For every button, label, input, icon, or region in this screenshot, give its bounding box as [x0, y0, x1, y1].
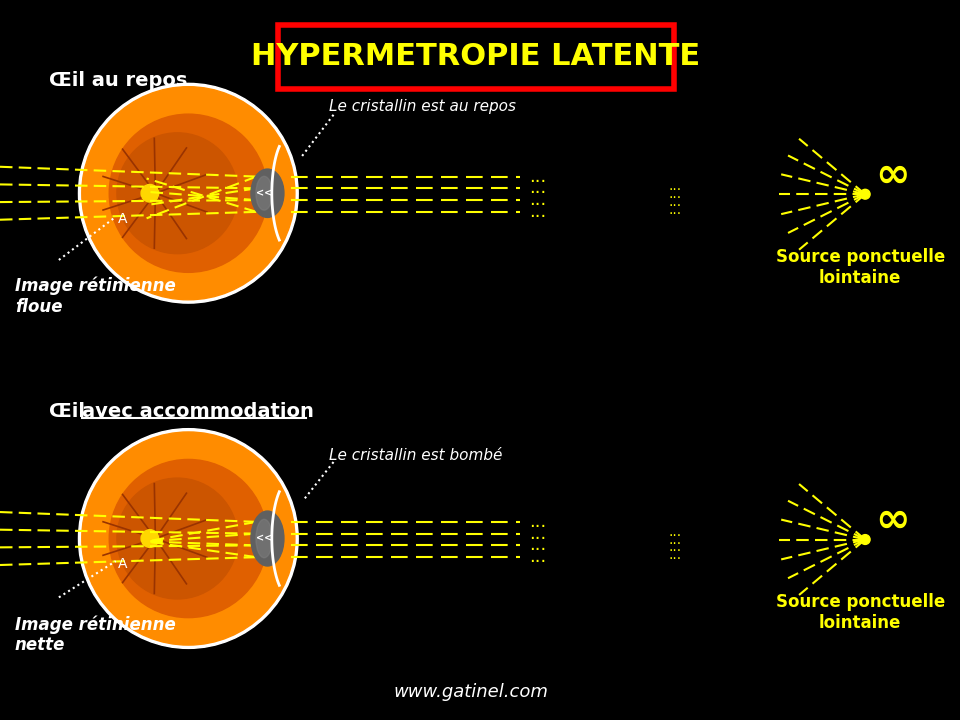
Circle shape [82, 432, 295, 645]
Text: Source ponctuelle
lointaine: Source ponctuelle lointaine [776, 248, 945, 287]
Text: HYPERMETROPIE LATENTE: HYPERMETROPIE LATENTE [252, 42, 700, 71]
Circle shape [82, 86, 295, 300]
Text: ...: ... [529, 513, 546, 531]
Text: <<: << [256, 188, 273, 198]
Ellipse shape [251, 511, 284, 566]
Text: Image rétinienne
nette: Image rétinienne nette [14, 615, 176, 654]
Text: ...: ... [668, 540, 682, 554]
Text: ...: ... [529, 525, 546, 543]
Text: Œil au repos: Œil au repos [49, 71, 187, 90]
Circle shape [141, 530, 158, 547]
Ellipse shape [256, 519, 273, 558]
Ellipse shape [251, 169, 284, 217]
Text: A: A [118, 212, 128, 226]
Text: ...: ... [529, 548, 546, 566]
Circle shape [79, 428, 299, 649]
Text: ...: ... [529, 179, 546, 197]
Text: ∞: ∞ [876, 153, 910, 196]
Text: Le cristallin est au repos: Le cristallin est au repos [328, 99, 516, 114]
Text: Image rétinienne
floue: Image rétinienne floue [14, 276, 176, 316]
Circle shape [117, 478, 238, 599]
Circle shape [109, 114, 268, 272]
FancyBboxPatch shape [277, 24, 674, 89]
Text: www.gatinel.com: www.gatinel.com [394, 683, 548, 701]
Circle shape [141, 184, 158, 202]
Text: ∞: ∞ [876, 499, 910, 541]
Text: ...: ... [668, 533, 682, 546]
Text: ...: ... [668, 203, 682, 217]
Text: ...: ... [529, 536, 546, 554]
Text: ...: ... [529, 168, 546, 186]
Text: avec accommodation: avec accommodation [83, 402, 314, 420]
Text: ...: ... [668, 525, 682, 539]
Text: A: A [118, 557, 128, 571]
Text: ...: ... [529, 191, 546, 209]
Circle shape [109, 459, 268, 618]
Circle shape [79, 84, 299, 303]
Circle shape [117, 132, 238, 253]
Text: <<: << [256, 534, 273, 544]
Text: ...: ... [668, 179, 682, 194]
Ellipse shape [256, 176, 273, 210]
Text: Source ponctuelle
lointaine: Source ponctuelle lointaine [776, 593, 945, 632]
Text: Œil: Œil [49, 402, 92, 420]
Circle shape [860, 535, 870, 544]
Text: ...: ... [668, 548, 682, 562]
Text: ...: ... [668, 187, 682, 201]
Text: ...: ... [529, 203, 546, 221]
Circle shape [860, 189, 870, 199]
Text: Le cristallin est bombé: Le cristallin est bombé [328, 448, 502, 463]
Text: ...: ... [668, 195, 682, 209]
